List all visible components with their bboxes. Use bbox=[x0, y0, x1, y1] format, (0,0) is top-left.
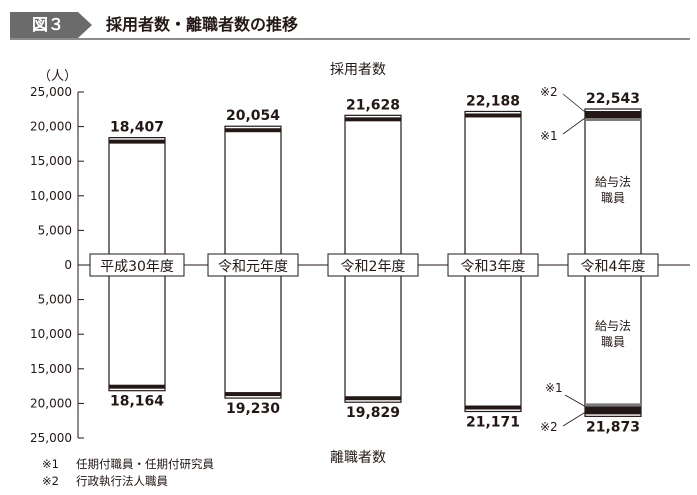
bar-recruit bbox=[584, 108, 642, 266]
footnote-1: ※1 任期付職員・任期付研究員 bbox=[42, 456, 214, 473]
unit-label: （人） bbox=[38, 69, 77, 84]
y-axis: 25,000 20,000 15,000 10,000 5,000 0 5,000 10,00… bbox=[30, 62, 386, 466]
y-tick-label: 0 bbox=[64, 258, 72, 272]
category-box bbox=[567, 253, 659, 277]
figure-label: 図３ bbox=[10, 12, 78, 38]
category-label: 令和2年度 bbox=[341, 259, 406, 275]
segment-label-lower-1: 給与法 bbox=[595, 319, 631, 333]
mark1-upper: ※1 bbox=[540, 129, 558, 143]
bar-resign bbox=[108, 264, 166, 392]
bar-resign bbox=[464, 264, 522, 413]
recruit-value-label: 18,407 bbox=[110, 120, 164, 136]
bar-resign bbox=[224, 264, 282, 399]
footnote-1-mark: ※1 bbox=[42, 457, 59, 471]
data-labels: 18,407 18,164 20,054 19,230 21,628 19,829 22,1… bbox=[110, 91, 640, 435]
category-label: 令和4年度 bbox=[581, 259, 646, 275]
figure-header: 図３ 採用者数・離職者数の推移 bbox=[10, 8, 690, 40]
footnote-2-mark: ※2 bbox=[42, 474, 59, 488]
y-tick-label: 10,000 bbox=[30, 189, 72, 203]
footnotes: ※1 任期付職員・任期付研究員 ※2 行政執行法人職員 bbox=[42, 456, 214, 490]
y-tick-label: 5,000 bbox=[38, 293, 72, 307]
bar-resign-cap bbox=[109, 384, 165, 389]
figure-label-tab bbox=[78, 12, 92, 38]
footnote-2-text: 行政執行法人職員 bbox=[76, 474, 168, 488]
top-series-label: 採用者数 bbox=[330, 62, 386, 78]
mark1-lower-leader bbox=[564, 394, 586, 407]
recruit-value-label: 22,543 bbox=[586, 91, 640, 107]
category-box bbox=[327, 253, 419, 277]
bar-recruit bbox=[344, 114, 402, 266]
segment-label-upper-1: 給与法 bbox=[595, 175, 631, 189]
bar-recruit-cap bbox=[585, 111, 641, 119]
y-tick-label: 15,000 bbox=[30, 362, 72, 376]
category-label: 令和3年度 bbox=[461, 259, 526, 275]
category-box bbox=[447, 253, 539, 277]
resign-value-label: 19,829 bbox=[346, 405, 400, 421]
y-tick-label: 5,000 bbox=[38, 223, 72, 237]
mark1-upper-leader bbox=[562, 117, 586, 135]
y-tick-label: 20,000 bbox=[30, 120, 72, 134]
footnote-1-text: 任期付職員・任期付研究員 bbox=[76, 457, 214, 471]
y-tick-label: 15,000 bbox=[30, 154, 72, 168]
bar-resign-cap2 bbox=[585, 403, 641, 407]
footnote-2: ※2 行政執行法人職員 bbox=[42, 473, 214, 490]
bar-resign-cap bbox=[345, 396, 401, 401]
resign-value-label: 21,873 bbox=[586, 419, 640, 435]
figure-title: 採用者数・離職者数の推移 bbox=[106, 15, 299, 34]
bar-recruit bbox=[224, 125, 282, 266]
mark2-lower-leader bbox=[562, 412, 586, 427]
segment-label-upper-2: 職員 bbox=[601, 191, 625, 205]
recruit-value-label: 21,628 bbox=[346, 97, 400, 113]
recruit-value-label: 22,188 bbox=[466, 93, 520, 109]
category-box bbox=[207, 253, 299, 277]
bars bbox=[78, 108, 690, 417]
mark2-upper: ※2 bbox=[540, 85, 558, 99]
category-labels: 平成30年度 令和元年度 令和2年度 令和3年度 令和4年度 bbox=[89, 253, 659, 277]
bar-resign-cap bbox=[465, 405, 521, 410]
bar-recruit-cap bbox=[225, 128, 281, 133]
y-tick-label: 25,000 bbox=[30, 85, 72, 99]
mark1-lower: ※1 bbox=[545, 381, 563, 395]
resign-value-label: 19,230 bbox=[226, 401, 280, 417]
bar-resign-cap bbox=[225, 392, 281, 397]
category-label: 平成30年度 bbox=[100, 259, 174, 275]
bar-recruit bbox=[464, 110, 522, 266]
bottom-series-label: 離職者数 bbox=[330, 449, 386, 466]
recruit-value-label: 20,054 bbox=[226, 108, 280, 124]
category-label: 令和元年度 bbox=[218, 259, 288, 275]
bar-recruit-cap bbox=[109, 139, 165, 144]
bar-recruit bbox=[108, 137, 166, 266]
y-tick-label: 10,000 bbox=[30, 327, 72, 341]
bar-recruit-cap bbox=[465, 113, 521, 118]
resign-value-label: 18,164 bbox=[110, 394, 164, 410]
bar-recruit-cap2 bbox=[585, 118, 641, 122]
mark2-upper-leader bbox=[562, 93, 586, 113]
bar-resign bbox=[584, 264, 642, 417]
segment-label-lower-2: 職員 bbox=[601, 335, 625, 349]
mark2-lower: ※2 bbox=[540, 420, 558, 434]
y-tick-label: 25,000 bbox=[30, 431, 72, 445]
header-rule bbox=[10, 38, 690, 40]
bar-resign-cap bbox=[585, 406, 641, 415]
bar-resign bbox=[344, 264, 402, 403]
bar-recruit-cap bbox=[345, 117, 401, 122]
category-box bbox=[89, 253, 185, 277]
y-tick-label: 20,000 bbox=[30, 396, 72, 410]
resign-value-label: 21,171 bbox=[466, 415, 520, 431]
